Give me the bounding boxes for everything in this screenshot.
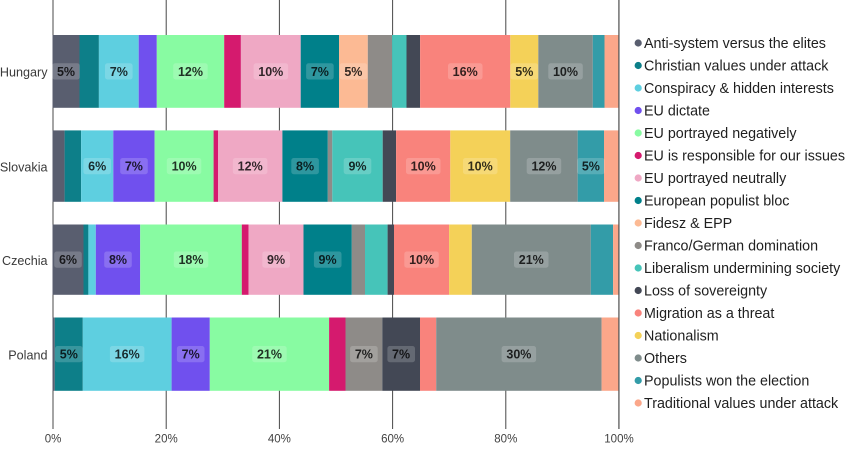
svg-text:Czechia: Czechia [2, 254, 48, 268]
svg-text:Hungary: Hungary [0, 66, 48, 80]
svg-text:Traditional values under attac: Traditional values under attack [644, 396, 839, 412]
svg-text:6%: 6% [88, 160, 106, 174]
svg-text:Liberalism undermining society: Liberalism undermining society [644, 261, 841, 277]
svg-text:EU portrayed negatively: EU portrayed negatively [644, 126, 797, 142]
svg-text:Conspiracy & hidden interests: Conspiracy & hidden interests [644, 81, 834, 97]
svg-text:6%: 6% [59, 253, 77, 267]
svg-text:5%: 5% [60, 348, 78, 362]
svg-text:12%: 12% [178, 65, 203, 79]
svg-text:EU portrayed neutrally: EU portrayed neutrally [644, 171, 787, 187]
svg-text:Nationalism: Nationalism [644, 329, 719, 345]
svg-text:Christian values under attack: Christian values under attack [644, 59, 829, 75]
svg-text:7%: 7% [311, 65, 329, 79]
svg-text:8%: 8% [296, 160, 314, 174]
svg-text:10%: 10% [409, 253, 434, 267]
svg-text:100%: 100% [604, 434, 633, 446]
svg-text:7%: 7% [182, 348, 200, 362]
svg-text:5%: 5% [582, 160, 600, 174]
svg-text:10%: 10% [172, 160, 197, 174]
svg-text:Franco/German domination: Franco/German domination [644, 239, 818, 255]
svg-text:12%: 12% [531, 160, 556, 174]
svg-text:18%: 18% [178, 253, 203, 267]
svg-text:Fidesz & EPP: Fidesz & EPP [644, 216, 732, 232]
svg-text:9%: 9% [348, 160, 366, 174]
svg-text:20%: 20% [155, 434, 178, 446]
svg-text:16%: 16% [115, 348, 140, 362]
svg-text:40%: 40% [268, 434, 291, 446]
svg-text:Populists won the election: Populists won the election [644, 374, 809, 390]
svg-text:Slovakia: Slovakia [0, 160, 48, 174]
svg-text:European populist bloc: European populist bloc [644, 194, 789, 210]
svg-text:Anti-system versus the elites: Anti-system versus the elites [644, 36, 826, 52]
svg-text:7%: 7% [392, 348, 410, 362]
svg-text:30%: 30% [506, 348, 531, 362]
svg-text:9%: 9% [267, 253, 285, 267]
svg-text:EU is responsible for our issu: EU is responsible for our issues [644, 149, 845, 165]
svg-text:16%: 16% [453, 65, 478, 79]
svg-text:Loss of sovereignty: Loss of sovereignty [644, 284, 768, 300]
svg-text:10%: 10% [553, 65, 578, 79]
svg-text:21%: 21% [257, 348, 282, 362]
svg-text:21%: 21% [519, 253, 544, 267]
svg-text:5%: 5% [515, 65, 533, 79]
svg-text:EU dictate: EU dictate [644, 104, 710, 120]
svg-text:Migration as a threat: Migration as a threat [644, 306, 774, 322]
svg-text:80%: 80% [494, 434, 517, 446]
svg-text:9%: 9% [319, 253, 337, 267]
svg-text:Poland: Poland [8, 348, 47, 362]
svg-text:10%: 10% [468, 160, 493, 174]
svg-text:7%: 7% [110, 65, 128, 79]
svg-text:10%: 10% [258, 65, 283, 79]
svg-text:12%: 12% [238, 160, 263, 174]
svg-text:0%: 0% [45, 434, 62, 446]
svg-text:8%: 8% [109, 253, 127, 267]
svg-text:60%: 60% [381, 434, 404, 446]
svg-text:7%: 7% [355, 348, 373, 362]
svg-text:7%: 7% [125, 160, 143, 174]
svg-text:Others: Others [644, 351, 687, 367]
svg-text:10%: 10% [411, 160, 436, 174]
svg-text:5%: 5% [57, 65, 75, 79]
svg-text:5%: 5% [344, 65, 362, 79]
